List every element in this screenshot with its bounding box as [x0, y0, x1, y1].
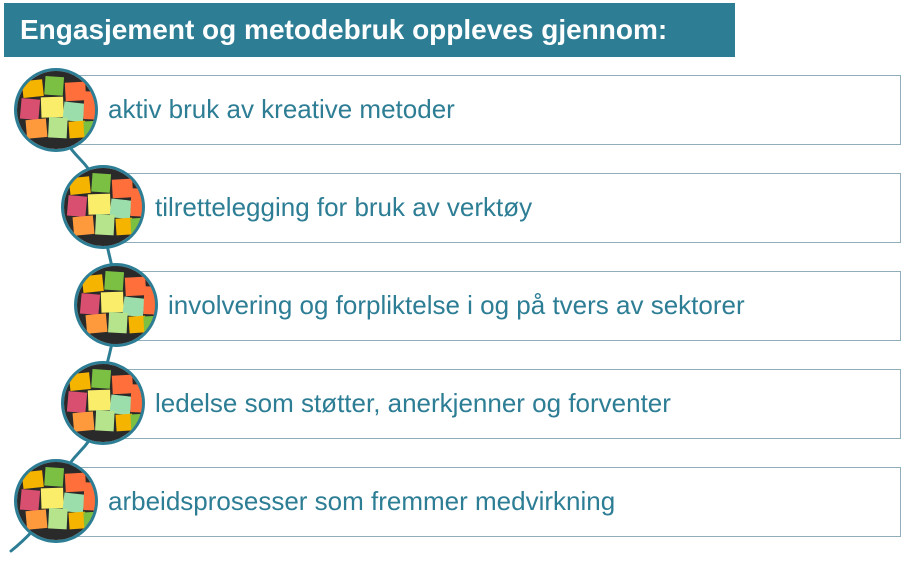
sticky-notes-icon — [14, 459, 98, 543]
item-label: tilrettelegging for bruk av verktøy — [155, 192, 532, 223]
list-item: arbeidsprosesser som fremmer medvirkning — [0, 467, 906, 537]
item-label: involvering og forpliktelse i og på tver… — [168, 290, 745, 321]
sticky-notes-icon — [61, 165, 145, 249]
title-text: Engasjement og metodebruk oppleves gjenn… — [20, 14, 667, 46]
item-label: arbeidsprosesser som fremmer medvirkning — [108, 486, 615, 517]
sticky-notes-icon — [74, 263, 158, 347]
sticky-notes-icon — [14, 68, 98, 152]
item-label: ledelse som støtter, anerkjenner og forv… — [155, 388, 671, 419]
item-label: aktiv bruk av kreative metoder — [108, 94, 455, 125]
sticky-notes-icon — [61, 361, 145, 445]
title-bar: Engasjement og metodebruk oppleves gjenn… — [4, 3, 735, 57]
list-item: aktiv bruk av kreative metoder — [0, 75, 906, 145]
